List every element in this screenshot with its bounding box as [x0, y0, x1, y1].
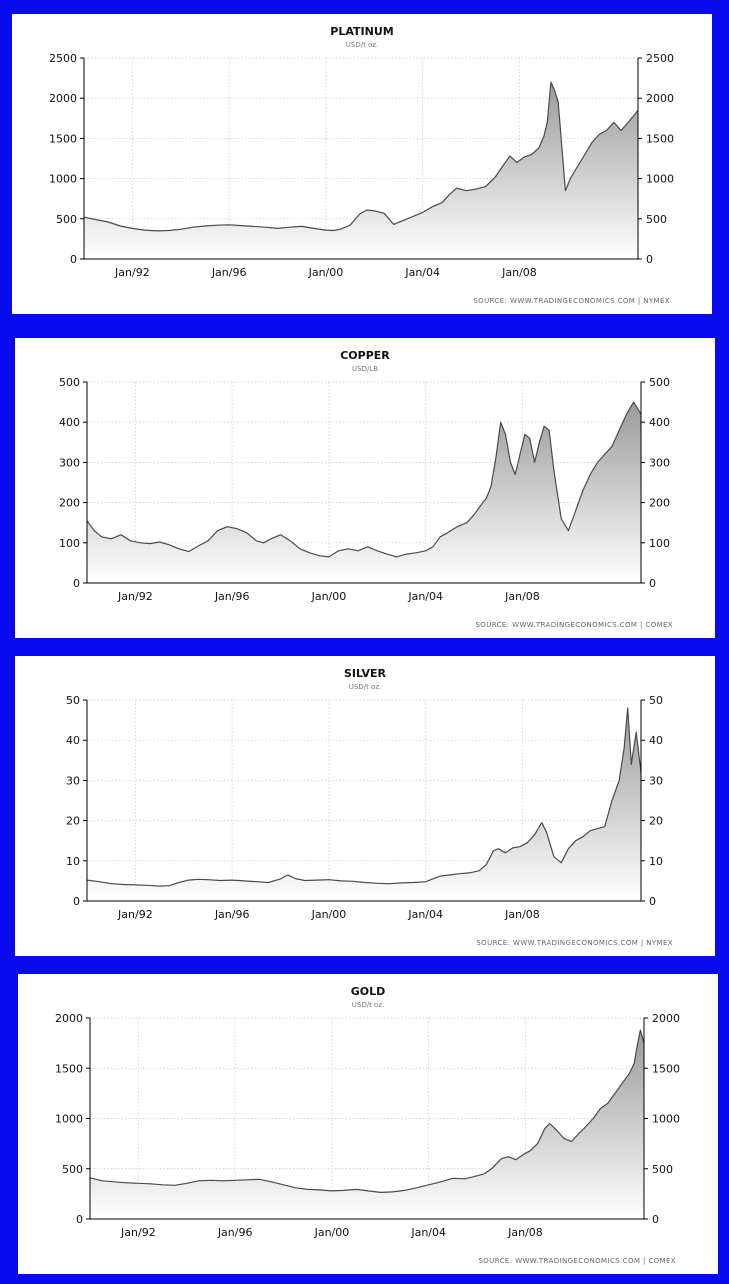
chart-panel-gold: 0 0 500 500 1000 1000 1500 1500 2000 2000 Jan/92 Ja…	[18, 974, 718, 1274]
x-tick-label: Jan/96	[211, 266, 247, 279]
chart-source: SOURCE: WWW.TRADINGECONOMICS.COM | NYMEX	[476, 939, 673, 947]
x-tick-label: Jan/08	[504, 590, 540, 603]
y-tick-label-right: 500	[646, 213, 667, 226]
series-area	[90, 1030, 644, 1219]
y-tick-label-left: 300	[59, 456, 80, 469]
chart-title: PLATINUM	[330, 25, 394, 38]
x-tick-label: Jan/00	[311, 908, 347, 921]
chart-subtitle: USD/LB	[351, 365, 379, 373]
y-tick-label-right: 100	[649, 537, 670, 550]
x-tick-label: Jan/92	[120, 1226, 156, 1239]
y-tick-label-right: 2000	[652, 1012, 680, 1025]
y-tick-label-left: 1000	[55, 1113, 83, 1126]
chart-platinum: 0 0 500 500 1000 1000 1500 1500 2000 2000 2500 2500…	[49, 52, 674, 279]
x-tick-label: Jan/00	[314, 1226, 350, 1239]
chart-copper: 0 0 100 100 200 200 300 300 400 400 500 500 Jan/92 Ja…	[59, 376, 670, 603]
series-area	[87, 708, 641, 901]
y-tick-label-left: 40	[66, 734, 80, 747]
y-tick-label-right: 0	[649, 577, 656, 590]
chart-subtitle: USD/t oz.	[345, 41, 379, 49]
x-tick-label: Jan/04	[410, 1226, 446, 1239]
series-line	[86, 707, 642, 887]
y-tick-label-right: 40	[649, 734, 663, 747]
y-tick-label-left: 0	[76, 1213, 83, 1226]
chart-subtitle: USD/t oz.	[348, 683, 382, 691]
y-tick-label-left: 0	[70, 253, 77, 266]
chart-title: GOLD	[350, 985, 386, 998]
series-line	[83, 81, 639, 232]
y-tick-label-left: 2500	[49, 52, 77, 65]
y-tick-label-left: 10	[66, 855, 80, 868]
y-tick-label-right: 20	[649, 815, 663, 828]
y-tick-label-right: 0	[649, 895, 656, 908]
y-tick-label-left: 200	[59, 497, 80, 510]
y-tick-label-left: 0	[73, 577, 80, 590]
y-tick-label-left: 20	[66, 815, 80, 828]
y-tick-label-left: 50	[66, 694, 80, 707]
x-tick-label: Jan/92	[114, 266, 150, 279]
chart-silver: 0 0 10 10 20 20 30 30 40 40 50 50 Jan/92 Jan/96 Jan/00…	[66, 694, 663, 921]
y-tick-label-left: 30	[66, 774, 80, 787]
y-tick-label-left: 500	[59, 376, 80, 389]
chart-title: COPPER	[340, 349, 390, 362]
y-tick-label-right: 200	[649, 497, 670, 510]
y-tick-label-right: 500	[649, 376, 670, 389]
x-tick-label: Jan/04	[407, 590, 443, 603]
x-tick-label: Jan/96	[214, 590, 250, 603]
y-tick-label-right: 10	[649, 855, 663, 868]
y-tick-label-left: 400	[59, 416, 80, 429]
x-tick-label: Jan/04	[407, 908, 443, 921]
y-tick-label-left: 0	[73, 895, 80, 908]
chart-source: SOURCE: WWW.TRADINGECONOMICS.COM | NYMEX	[473, 297, 670, 305]
y-tick-label-left: 500	[62, 1163, 83, 1176]
y-tick-label-right: 50	[649, 694, 663, 707]
x-tick-label: Jan/96	[214, 908, 250, 921]
y-tick-label-left: 1000	[49, 173, 77, 186]
x-tick-label: Jan/04	[404, 266, 440, 279]
chart-title: SILVER	[343, 667, 386, 680]
chart-panel-copper: 0 0 100 100 200 200 300 300 400 400 500 500 Jan/92 Ja…	[15, 338, 715, 638]
y-tick-label-left: 2000	[49, 92, 77, 105]
y-tick-label-right: 2000	[646, 92, 674, 105]
y-tick-label-right: 1000	[646, 173, 674, 186]
chart-panel-platinum: 0 0 500 500 1000 1000 1500 1500 2000 2000 2500 2500…	[12, 14, 712, 314]
y-tick-label-right: 2500	[646, 52, 674, 65]
series-area	[84, 82, 638, 259]
x-tick-label: Jan/08	[507, 1226, 543, 1239]
series-area	[87, 402, 641, 583]
chart-gold: 0 0 500 500 1000 1000 1500 1500 2000 2000 Jan/92 Ja…	[55, 1012, 680, 1239]
chart-source: SOURCE: WWW.TRADINGECONOMICS.COM | COMEX	[478, 1257, 676, 1265]
x-tick-label: Jan/00	[308, 266, 344, 279]
x-tick-label: Jan/08	[504, 908, 540, 921]
y-tick-label-left: 100	[59, 537, 80, 550]
x-tick-label: Jan/08	[501, 266, 537, 279]
y-tick-label-right: 300	[649, 456, 670, 469]
y-tick-label-right: 500	[652, 1163, 673, 1176]
x-tick-label: Jan/92	[117, 590, 153, 603]
chart-subtitle: USD/t oz.	[351, 1001, 385, 1009]
y-tick-label-left: 500	[56, 213, 77, 226]
y-tick-label-left: 1500	[55, 1062, 83, 1075]
y-tick-label-right: 1500	[652, 1062, 680, 1075]
x-tick-label: Jan/92	[117, 908, 153, 921]
y-tick-label-right: 30	[649, 774, 663, 787]
series-line	[89, 1029, 645, 1193]
x-tick-label: Jan/96	[217, 1226, 253, 1239]
series-line	[86, 401, 642, 558]
y-tick-label-left: 2000	[55, 1012, 83, 1025]
chart-source: SOURCE: WWW.TRADINGECONOMICS.COM | COMEX	[475, 621, 673, 629]
y-tick-label-right: 0	[646, 253, 653, 266]
y-tick-label-right: 400	[649, 416, 670, 429]
chart-panel-silver: 0 0 10 10 20 20 30 30 40 40 50 50 Jan/92 Jan/96 Jan/00…	[15, 656, 715, 956]
y-tick-label-right: 1000	[652, 1113, 680, 1126]
y-tick-label-right: 1500	[646, 132, 674, 145]
y-tick-label-left: 1500	[49, 132, 77, 145]
y-tick-label-right: 0	[652, 1213, 659, 1226]
x-tick-label: Jan/00	[311, 590, 347, 603]
